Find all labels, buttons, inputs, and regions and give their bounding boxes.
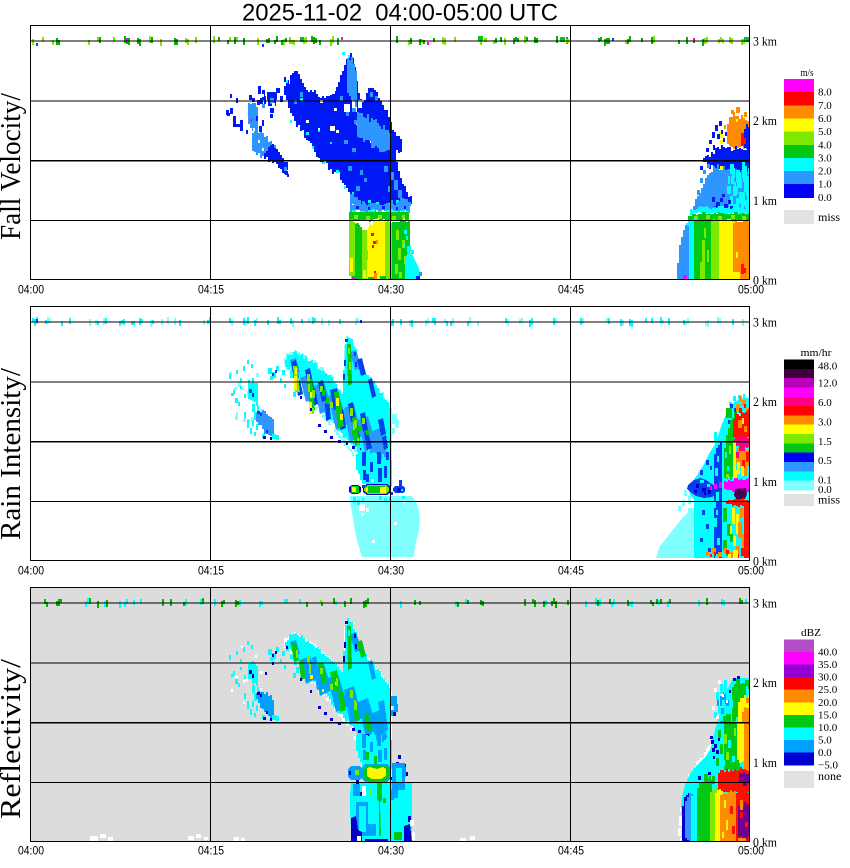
- svg-text:mm/hr: mm/hr: [801, 347, 832, 359]
- svg-text:1 km: 1 km: [753, 475, 777, 489]
- svg-text:3 km: 3 km: [753, 316, 777, 330]
- svg-text:0.0: 0.0: [818, 484, 832, 496]
- svg-text:m/s: m/s: [801, 67, 814, 79]
- svg-text:04:00: 04:00: [18, 846, 44, 858]
- svg-text:3 km: 3 km: [753, 597, 777, 611]
- svg-text:2.0: 2.0: [818, 166, 832, 178]
- svg-text:48.0: 48.0: [818, 361, 838, 373]
- svg-text:1.5: 1.5: [818, 436, 832, 448]
- svg-text:05:00: 05:00: [738, 566, 764, 578]
- svg-text:3 km: 3 km: [753, 35, 777, 49]
- svg-text:1 km: 1 km: [753, 194, 777, 208]
- svg-text:0.5: 0.5: [818, 455, 832, 467]
- svg-text:04:00: 04:00: [18, 285, 44, 297]
- svg-text:0.0: 0.0: [818, 192, 832, 204]
- svg-text:4.0: 4.0: [818, 139, 832, 151]
- svg-text:10.0: 10.0: [818, 722, 838, 734]
- svg-text:05:00: 05:00: [738, 846, 764, 858]
- svg-text:40.0: 40.0: [818, 647, 838, 659]
- svg-text:7.0: 7.0: [818, 100, 832, 112]
- svg-text:miss: miss: [818, 493, 840, 507]
- svg-text:0 km: 0 km: [753, 836, 777, 850]
- svg-text:04:00: 04:00: [18, 566, 44, 578]
- svg-text:04:15: 04:15: [198, 566, 224, 578]
- svg-text:04:45: 04:45: [558, 566, 584, 578]
- svg-text:6.0: 6.0: [818, 397, 832, 409]
- svg-text:−5.0: −5.0: [818, 760, 838, 772]
- svg-text:35.0: 35.0: [818, 659, 838, 671]
- svg-text:none: none: [818, 769, 841, 783]
- svg-text:05:00: 05:00: [738, 285, 764, 297]
- svg-text:dBZ: dBZ: [801, 627, 821, 639]
- svg-text:6.0: 6.0: [818, 113, 832, 125]
- svg-text:04:30: 04:30: [378, 846, 404, 858]
- svg-text:25.0: 25.0: [818, 684, 838, 696]
- svg-text:04:15: 04:15: [198, 846, 224, 858]
- svg-text:0 km: 0 km: [753, 274, 777, 288]
- svg-text:2 km: 2 km: [753, 395, 777, 409]
- svg-text:20.0: 20.0: [818, 697, 838, 709]
- svg-text:5.0: 5.0: [818, 126, 832, 138]
- svg-text:1 km: 1 km: [753, 756, 777, 770]
- svg-text:2 km: 2 km: [753, 114, 777, 128]
- svg-text:5.0: 5.0: [818, 734, 832, 746]
- svg-text:0.0: 0.0: [818, 747, 832, 759]
- svg-text:04:45: 04:45: [558, 285, 584, 297]
- svg-text:0 km: 0 km: [753, 555, 777, 569]
- svg-text:04:15: 04:15: [198, 285, 224, 297]
- svg-text:Reflectivity/: Reflectivity/: [0, 659, 27, 819]
- svg-text:15.0: 15.0: [818, 709, 838, 721]
- svg-text:0.1: 0.1: [818, 475, 832, 487]
- svg-text:3.0: 3.0: [818, 417, 832, 429]
- svg-text:1.0: 1.0: [818, 179, 832, 191]
- svg-text:04:45: 04:45: [558, 846, 584, 858]
- svg-text:Rain Intensity/: Rain Intensity/: [0, 368, 27, 540]
- svg-text:04:30: 04:30: [378, 566, 404, 578]
- svg-text:miss: miss: [818, 210, 840, 224]
- svg-text:30.0: 30.0: [818, 672, 838, 684]
- svg-text:3.0: 3.0: [818, 152, 832, 164]
- svg-text:2 km: 2 km: [753, 676, 777, 690]
- svg-text:12.0: 12.0: [818, 378, 838, 390]
- svg-text:04:30: 04:30: [378, 285, 404, 297]
- svg-text:8.0: 8.0: [818, 87, 832, 99]
- svg-text:Fall Velocity/: Fall Velocity/: [0, 93, 27, 240]
- svg-text:2025-11-02 04:00-05:00 UTC: 2025-11-02 04:00-05:00 UTC: [242, 0, 558, 27]
